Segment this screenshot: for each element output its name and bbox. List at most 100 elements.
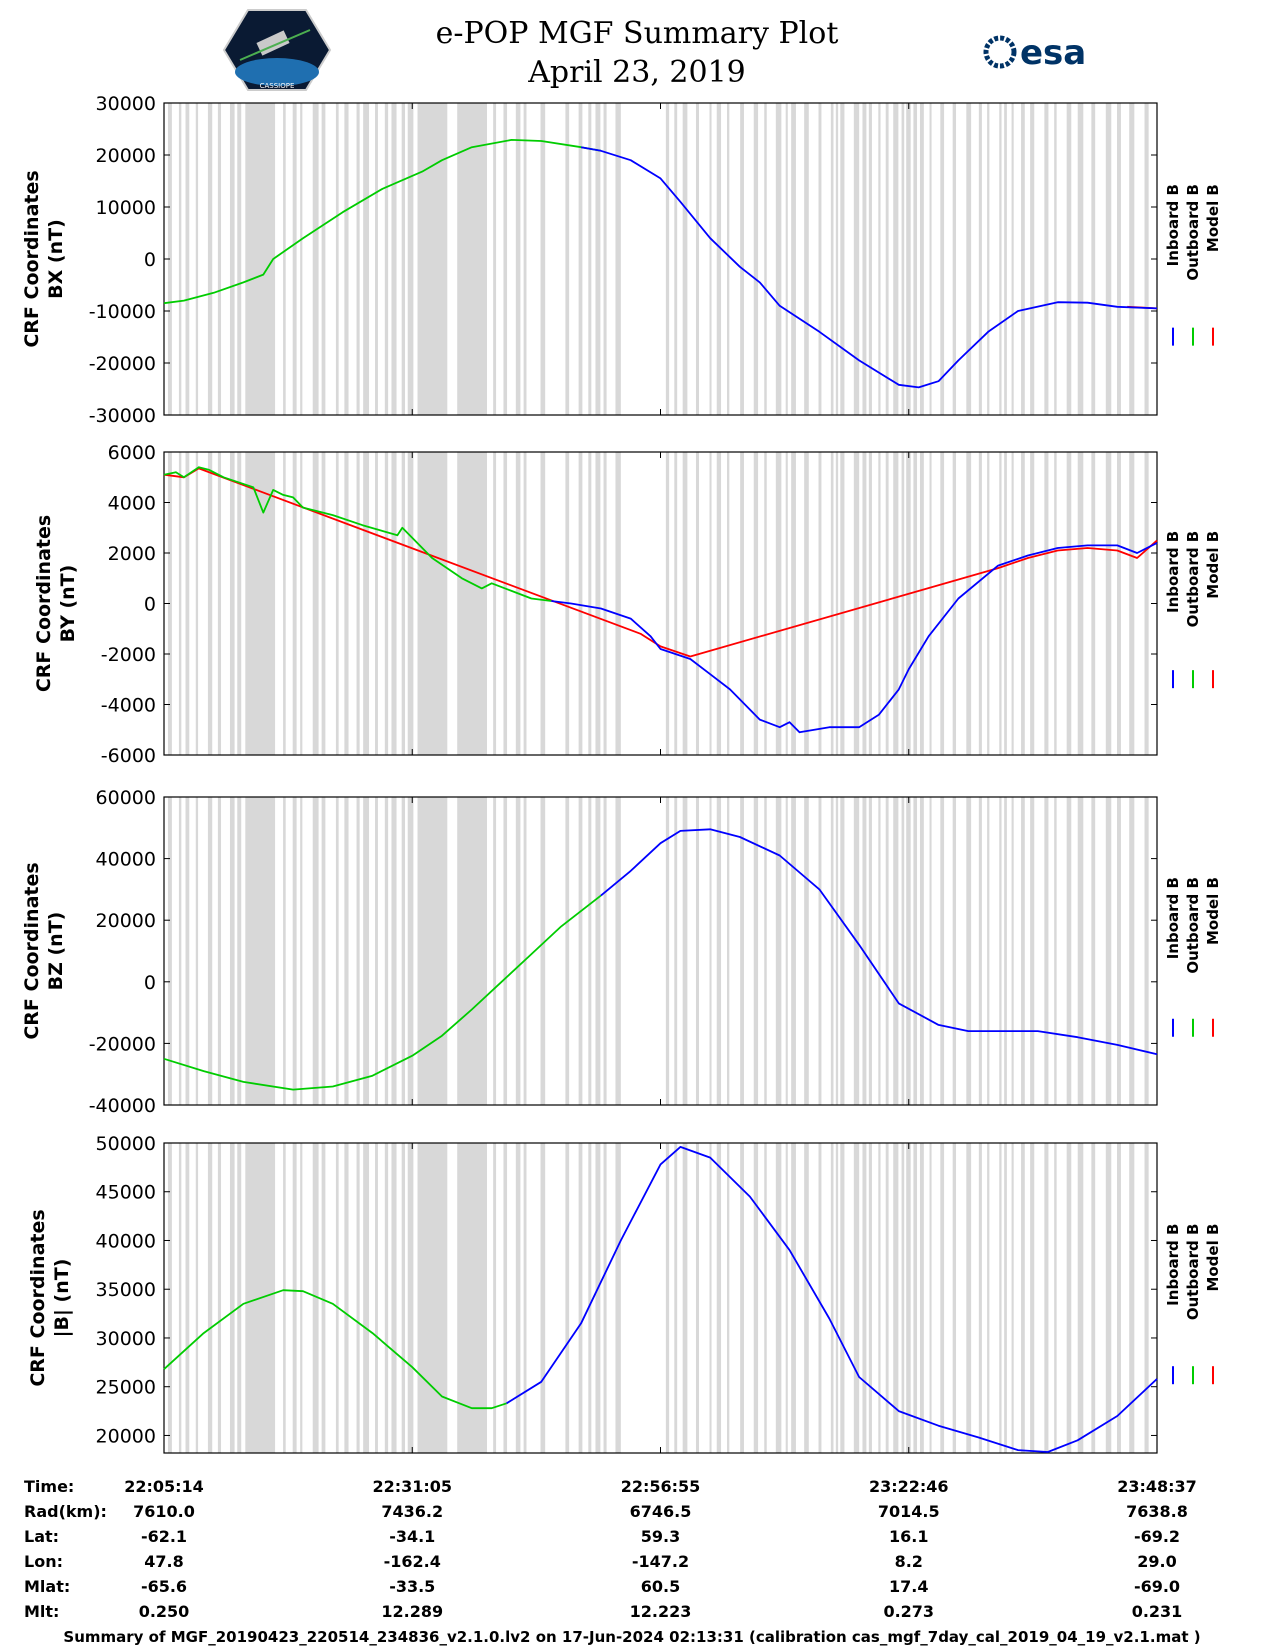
ytick-label: -20000 — [89, 353, 156, 375]
gap-bar — [764, 452, 767, 755]
gap-bar — [417, 797, 448, 1105]
gap-bar — [901, 797, 905, 1105]
gap-bar — [503, 103, 508, 415]
gap-bar — [966, 1143, 972, 1453]
gap-bar — [363, 103, 370, 415]
gap-bar — [716, 797, 722, 1105]
gap-bar — [391, 103, 397, 415]
gap-bar — [878, 797, 881, 1105]
gap-bar — [185, 452, 190, 755]
legend-label: Inboard B — [1164, 877, 1182, 959]
info-row-label: Lat: — [24, 1527, 59, 1546]
info-value: -147.2 — [632, 1552, 689, 1571]
gap-bar — [791, 1143, 796, 1453]
gap-bar — [391, 797, 397, 1105]
legend-by: Inboard B Outboard B Model B — [1164, 531, 1222, 689]
gap-bar — [344, 1143, 349, 1453]
ytick-label: 35000 — [96, 1279, 156, 1301]
gap-bar — [565, 1143, 570, 1453]
gap-bar — [818, 103, 822, 415]
gap-bar — [775, 103, 782, 415]
gap-bar — [709, 103, 712, 415]
gap-bar — [1144, 103, 1149, 415]
gap-bar — [862, 797, 867, 1105]
legend-label: Inboard B — [1164, 531, 1182, 613]
gap-bar — [785, 452, 788, 755]
gap-bar — [952, 1143, 957, 1453]
gap-bar — [391, 1143, 397, 1453]
legend-bmag: Inboard B Outboard B Model B — [1164, 1224, 1222, 1385]
gap-bar — [237, 1143, 242, 1453]
gap-bar — [674, 1143, 678, 1453]
ytick-label: 20000 — [96, 145, 156, 167]
gap-bar — [709, 1143, 712, 1453]
gap-bar — [503, 1143, 508, 1453]
gap-bar — [906, 797, 911, 1105]
gap-bar — [1091, 797, 1096, 1105]
gap-bar — [407, 1143, 414, 1453]
gap-bar — [929, 1143, 932, 1453]
gap-bar — [401, 1143, 406, 1453]
gap-bar — [868, 103, 872, 415]
gap-bar — [999, 103, 1002, 415]
info-value: 12.223 — [630, 1602, 692, 1621]
ytick-label: 10000 — [96, 197, 156, 219]
gap-bar — [578, 1143, 583, 1453]
gap-bar — [1011, 797, 1014, 1105]
gap-bar — [237, 103, 242, 415]
gap-bar — [753, 452, 759, 755]
gap-bar — [804, 452, 809, 755]
ylabel-line2: BY (nT) — [57, 565, 79, 643]
gap-bar — [195, 797, 199, 1105]
gap-bar — [753, 1143, 759, 1453]
gap-bar — [300, 452, 303, 755]
gap-bar — [391, 452, 397, 755]
ytick-label: 20000 — [96, 910, 156, 932]
gap-bar — [1116, 1143, 1121, 1453]
gap-bar — [840, 1143, 845, 1453]
gap-bar — [1105, 452, 1112, 755]
gap-bar — [1044, 103, 1049, 415]
series-inboard-b-bmag — [506, 1146, 1158, 1453]
info-row-label: Rad(km): — [24, 1502, 107, 1521]
gap-bar — [283, 452, 286, 755]
gap-bar — [785, 103, 788, 415]
info-value: 7436.2 — [381, 1502, 443, 1521]
ytick-label: 60000 — [96, 787, 156, 809]
gap-bar — [913, 452, 918, 755]
gap-bar — [185, 103, 190, 415]
gap-bar — [578, 797, 583, 1105]
gap-bar — [929, 797, 932, 1105]
gap-bar — [695, 452, 699, 755]
gap-bar — [195, 1143, 199, 1453]
gap-bar — [940, 103, 945, 415]
gap-bar — [709, 452, 712, 755]
gap-bar — [335, 103, 339, 415]
gap-bar — [901, 1143, 905, 1453]
gap-bar — [407, 452, 414, 755]
gap-bar — [185, 797, 190, 1105]
ytick-label: -6000 — [101, 745, 156, 767]
gap-bar — [363, 1143, 370, 1453]
gap-bar — [695, 797, 699, 1105]
gap-bar — [913, 1143, 918, 1453]
gap-bar — [493, 797, 497, 1105]
gap-bar — [885, 797, 889, 1105]
gap-bar — [885, 452, 889, 755]
ylabel-line1: CRF Coordinates — [33, 515, 55, 692]
time-tick-label: 23:48:37 — [1117, 1477, 1197, 1496]
gap-bar — [245, 797, 276, 1105]
gap-bar — [878, 1143, 881, 1453]
info-value: 12.289 — [381, 1602, 443, 1621]
gap-bar — [515, 452, 521, 755]
gap-bar — [312, 452, 319, 755]
gap-bar — [217, 1143, 222, 1453]
gap-bar — [283, 1143, 286, 1453]
gap-bar — [493, 452, 497, 755]
gap-bar — [1077, 797, 1084, 1105]
gap-bar — [1129, 1143, 1135, 1453]
gap-bar — [940, 452, 945, 755]
gap-bar — [682, 452, 688, 755]
gap-bar — [665, 1143, 670, 1453]
gap-bar — [791, 452, 796, 755]
